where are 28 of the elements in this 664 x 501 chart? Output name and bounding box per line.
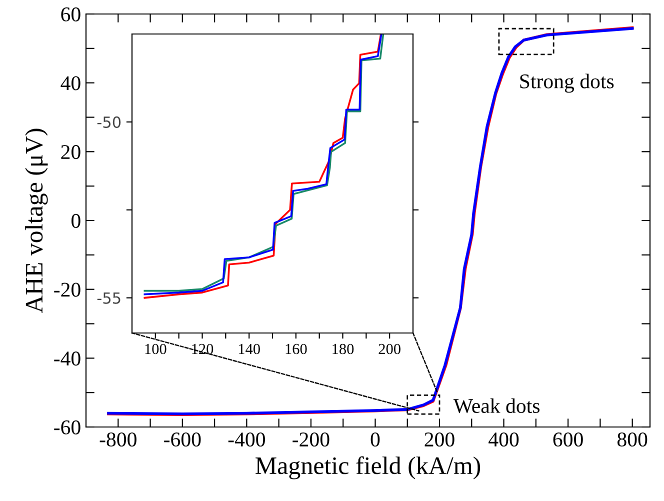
y-tick-label: 0 bbox=[72, 214, 80, 228]
x-tick-label: 100 bbox=[145, 344, 166, 354]
x-tick-label: 800 bbox=[617, 432, 648, 447]
x-tick-label: -400 bbox=[228, 432, 265, 447]
x-tick-label: 600 bbox=[553, 432, 583, 447]
x-tick-label: -200 bbox=[292, 432, 330, 447]
x-tick-label: 400 bbox=[488, 432, 519, 447]
x-tick-label: 200 bbox=[378, 344, 400, 354]
y-tick-label: 60 bbox=[61, 7, 80, 22]
y-tick-label: -60 bbox=[54, 420, 80, 434]
x-tick-label: -800 bbox=[100, 432, 136, 447]
x-tick-label: 180 bbox=[332, 344, 354, 354]
x-tick-label: 200 bbox=[424, 432, 454, 447]
y-axis-title: AHE voltage (μV) bbox=[25, 128, 48, 314]
x-tick-label: 0 bbox=[370, 432, 380, 447]
x-tick-label: 160 bbox=[286, 344, 307, 354]
x-tick-label: 120 bbox=[192, 344, 214, 354]
x-tick-label: -600 bbox=[164, 432, 201, 447]
annotation: Weak dots bbox=[453, 398, 540, 414]
y-tick-label: 20 bbox=[61, 145, 80, 160]
y-tick-label: -50 bbox=[97, 116, 121, 128]
x-tick-label: 140 bbox=[238, 344, 260, 354]
y-tick-label: 40 bbox=[60, 76, 80, 90]
x-axis-title: Magnetic field (kA/m) bbox=[256, 456, 480, 480]
y-tick-label: -20 bbox=[54, 282, 80, 297]
y-tick-label: -40 bbox=[54, 352, 80, 366]
y-tick-label: -55 bbox=[97, 292, 120, 304]
annotation: Strong dots bbox=[520, 74, 614, 93]
